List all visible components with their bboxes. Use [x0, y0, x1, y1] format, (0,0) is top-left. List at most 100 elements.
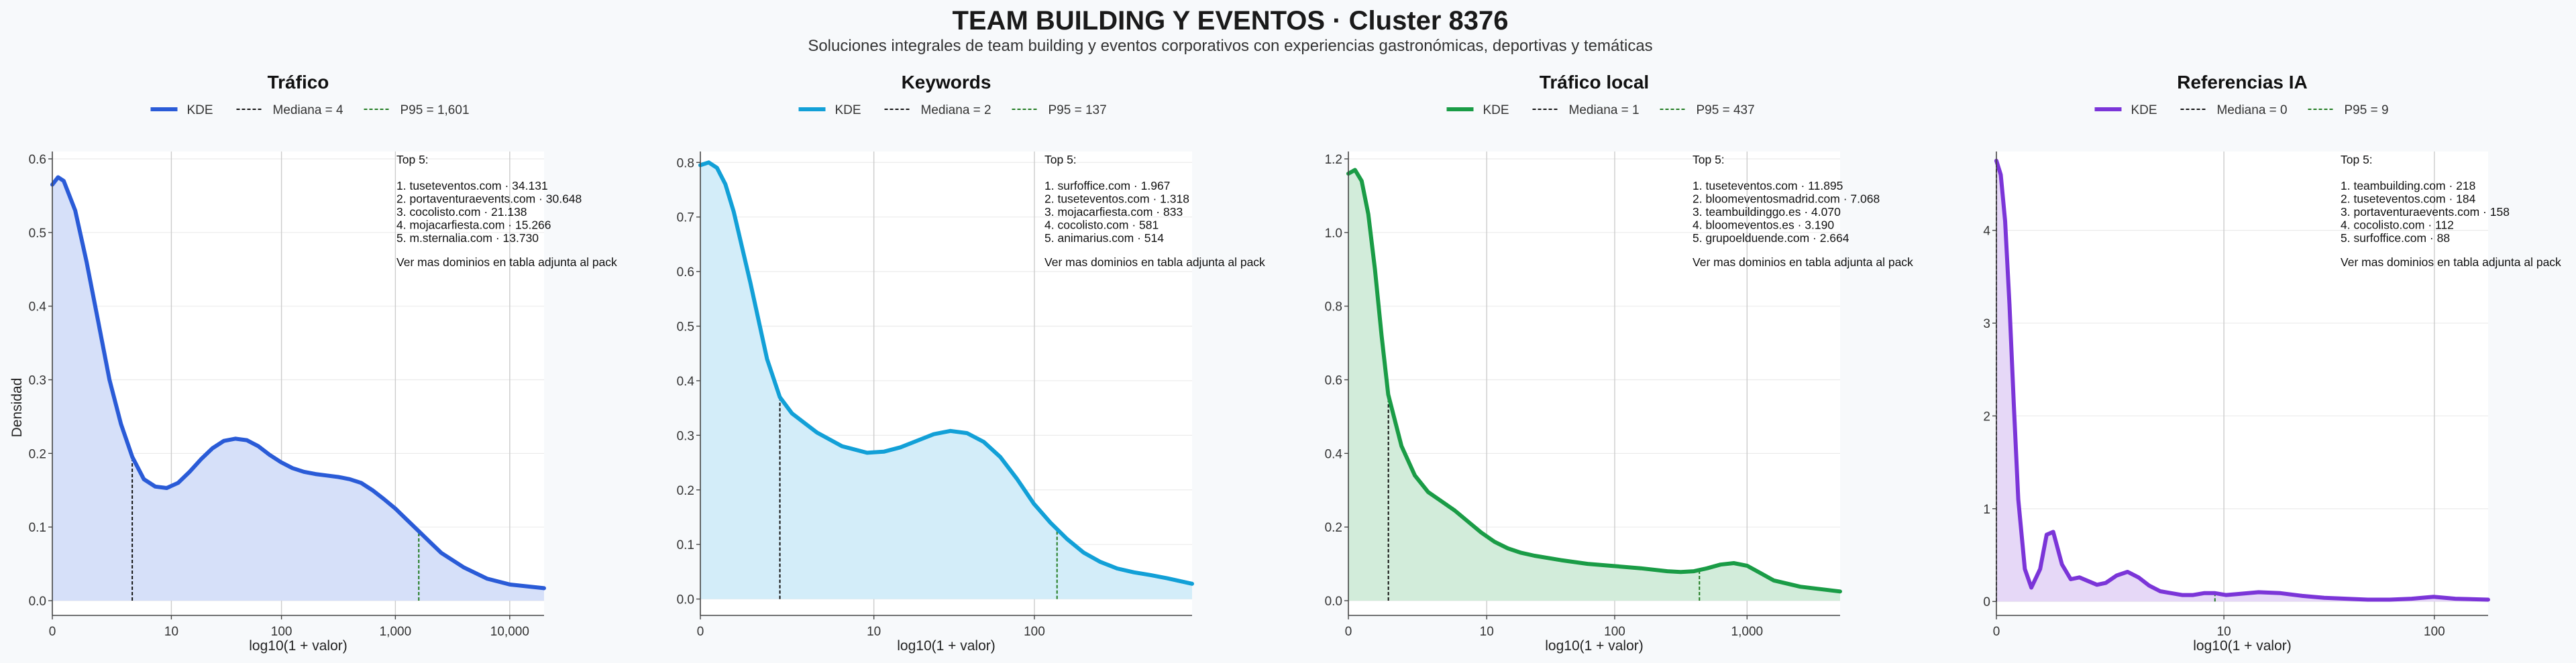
legend-kde-label: KDE: [187, 103, 213, 117]
legend-median-label: Mediana = 0: [2217, 103, 2288, 117]
y-tick-label: 0.8: [1325, 300, 1342, 314]
x-axis-label: log10(1 + valor): [1545, 638, 1644, 654]
y-tick-label: 0.6: [677, 265, 694, 280]
top5-item: 2. portaventuraevents.com · 30.648: [396, 192, 582, 206]
y-tick-label: 0: [1983, 595, 1990, 609]
top5-item: 2. tuseteventos.com · 1.318: [1044, 192, 1189, 206]
legend-kde-label: KDE: [1483, 103, 1509, 117]
kde-area: [700, 162, 1192, 599]
x-tick-label: 1,000: [1731, 625, 1764, 639]
y-tick-label: 0.6: [29, 153, 46, 167]
y-tick-label: 0.2: [29, 447, 46, 461]
y-tick-label: 1.0: [1325, 227, 1342, 241]
kde-line: [1346, 168, 1842, 594]
y-tick-label: 1: [1983, 503, 1990, 517]
legend-median-label: Mediana = 4: [273, 103, 344, 117]
kde-area: [1348, 170, 1840, 601]
x-tick-label: 100: [1604, 625, 1625, 639]
top5-item: 1. teambuilding.com · 218: [2341, 179, 2475, 192]
y-tick-label: 0.3: [29, 374, 46, 388]
panel-3: 0.0 0.2 0.4 0.6 0.8 1.0 1.2 0 10 100 1,000 log10(1 …: [1325, 72, 1913, 654]
y-tick-label: 4: [1983, 225, 1990, 239]
x-tick-label: 10: [2217, 625, 2231, 639]
top5-note: Ver mas dominios en tabla adjunta al pac…: [1693, 255, 1913, 269]
panel-1: 0.0 0.1 0.2 0.3 0.4 0.5 0.6 0 10 100 1,000 10,000 lo…: [29, 72, 617, 654]
panel-title: Keywords: [902, 72, 991, 93]
plot-area: [1996, 152, 2488, 615]
legend-kde-label: KDE: [2131, 103, 2157, 117]
x-axis-label: log10(1 + valor): [897, 638, 996, 654]
top5-item: 3. mojacarfiesta.com · 833: [1044, 205, 1183, 219]
x-tick-label: 100: [271, 625, 292, 639]
y-tick-label: 0.4: [29, 300, 47, 314]
top5-note: Ver mas dominios en tabla adjunta al pac…: [1044, 255, 1265, 269]
top5-item: 5. m.sternalia.com · 13.730: [396, 231, 539, 245]
x-tick-label: 1,000: [380, 625, 412, 639]
panel-4: 0 1 2 3 4 0 10 100 log10(1 + valor) Referencias I…: [1983, 72, 2561, 654]
y-tick-label: 0.8: [677, 156, 694, 170]
top5-item: 5. animarius.com · 514: [1044, 231, 1164, 245]
kde-line: [698, 160, 1194, 586]
y-tick-label: 0.1: [29, 521, 46, 535]
y-tick-label: 0.1: [677, 538, 694, 552]
x-tick-label: 10,000: [490, 625, 529, 639]
top5-note: Ver mas dominios en tabla adjunta al pac…: [2341, 255, 2561, 269]
top5-item: 3. teambuildinggo.es · 4.070: [1693, 205, 1841, 219]
legend-p95-label: P95 = 437: [1697, 103, 1755, 117]
top5-item: 1. tuseteventos.com · 34.131: [396, 179, 548, 192]
y-tick-label: 0.3: [677, 429, 694, 443]
top5-item: 4. bloomeventos.es · 3.190: [1693, 219, 1834, 232]
panels: 0.00.10.20.30.40.50.60 10 100 1,000 10,000lo…: [29, 72, 2561, 654]
panel-title: Tráfico: [268, 72, 329, 93]
top5-heading: Top 5:: [2341, 153, 2373, 166]
y-tick-label: 0.5: [677, 320, 694, 335]
top5-heading: Top 5:: [1044, 153, 1077, 166]
legend-p95-label: P95 = 9: [2345, 103, 2389, 117]
top5-item: 1. tuseteventos.com · 11.895: [1693, 179, 1843, 192]
y-tick-label: 0.7: [677, 211, 694, 225]
x-axis-label: log10(1 + valor): [2193, 638, 2292, 654]
legend-p95-label: P95 = 1,601: [400, 103, 470, 117]
y-tick-label: 3: [1983, 317, 1990, 331]
legend-median-label: Mediana = 1: [1569, 103, 1640, 117]
top5-item: 4. cocolisto.com · 112: [2341, 219, 2454, 232]
y-tick-label: 2: [1983, 410, 1990, 424]
y-tick-label: 0.4: [677, 375, 695, 389]
x-tick-label: 0: [1993, 625, 2000, 639]
figure-subtitle: Soluciones integrales de team building y…: [808, 37, 1652, 55]
x-tick-label: 0: [1345, 625, 1352, 639]
x-tick-label: 0: [697, 625, 704, 639]
y-tick-label: 0.6: [1325, 374, 1342, 388]
kde-area: [52, 177, 544, 601]
legend-kde-label: KDE: [835, 103, 861, 117]
top5-item: 5. grupoelduende.com · 2.664: [1693, 231, 1849, 245]
top5-item: 2. bloomeventosmadrid.com · 7.068: [1693, 192, 1880, 206]
top5-item: 4. cocolisto.com · 581: [1044, 219, 1159, 232]
top5-note: Ver mas dominios en tabla adjunta al pac…: [396, 255, 617, 269]
top5-item: 1. surfoffice.com · 1.967: [1044, 179, 1170, 192]
top5-item: 3. cocolisto.com · 21.138: [396, 205, 527, 219]
top5-item: 5. surfoffice.com · 88: [2341, 231, 2450, 245]
x-tick-label: 0: [49, 625, 56, 639]
x-tick-label: 100: [2424, 625, 2445, 639]
legend-p95-label: P95 = 137: [1049, 103, 1107, 117]
y-tick-label: 0.0: [29, 595, 46, 609]
top5-item: 4. mojacarfiesta.com · 15.266: [396, 219, 551, 232]
top5-item: 3. portaventuraevents.com · 158: [2341, 205, 2510, 219]
x-axis-label: log10(1 + valor): [249, 638, 347, 654]
panel-title: Referencias IA: [2177, 72, 2308, 93]
y-axis-label: Densidad: [9, 378, 25, 438]
panel-title: Tráfico local: [1540, 72, 1649, 93]
top5-heading: Top 5:: [1693, 153, 1725, 166]
y-tick-label: 0.0: [1325, 595, 1342, 609]
y-tick-label: 0.0: [677, 593, 694, 607]
panel-2: 0.0 0.1 0.2 0.3 0.4 0.5 0.6 0.7 0.8 0 10 100 log10(1…: [677, 72, 1265, 654]
top5-item: 2. tuseteventos.com · 184: [2341, 192, 2476, 206]
kde-area: [1996, 160, 2488, 602]
x-tick-label: 10: [867, 625, 881, 639]
x-tick-label: 100: [1024, 625, 1045, 639]
figure-title: TEAM BUILDING Y EVENTOS · Cluster 8376: [952, 6, 1508, 36]
y-tick-label: 1.2: [1325, 153, 1342, 167]
y-tick-label: 0.2: [677, 484, 694, 498]
